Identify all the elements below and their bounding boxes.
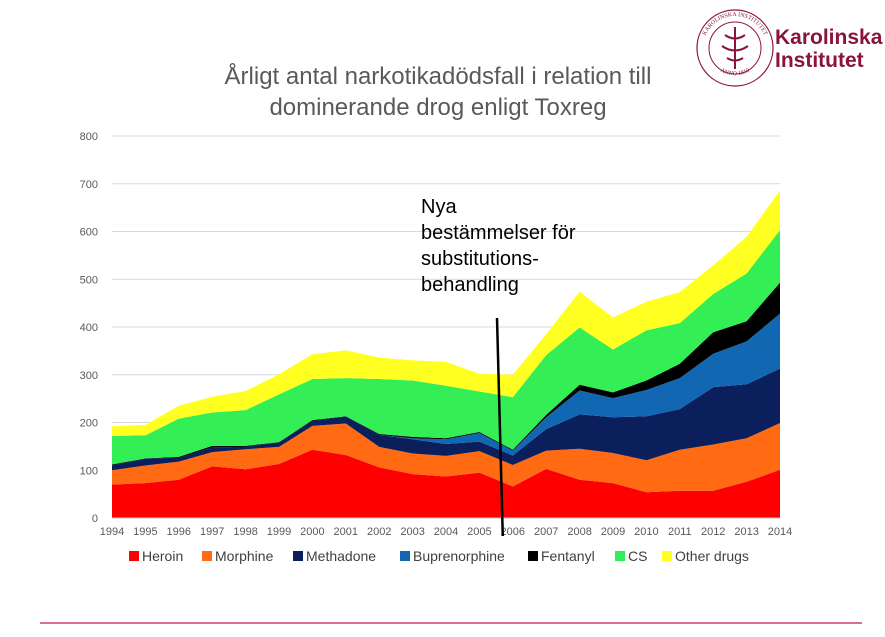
x-tick-label: 2012 [701,526,725,538]
x-tick-label: 2013 [734,526,758,538]
x-tick-label: 1999 [267,526,291,538]
legend-label: Buprenorphine [413,548,505,564]
area-series-morphine [112,422,780,493]
y-tick-label: 700 [80,179,98,191]
annotation: Nya bestämmelser för substitutions-behandl… [421,196,576,537]
x-tick-label: 2008 [567,526,591,538]
logo-seal-inner [708,21,762,75]
x-tick-label: 2006 [501,526,525,538]
x-tick-label: 1995 [133,526,157,538]
x-tick-label: 2010 [634,526,658,538]
y-tick-label: 500 [80,274,98,286]
y-tick-label: 0 [92,513,98,525]
x-tick-label: 2014 [768,526,792,538]
area-series-other-drugs [112,190,780,436]
legend-swatch [662,551,672,561]
logo-line-1: Karolinska [775,26,883,49]
x-axis-ticks: 1994 1995 1996 1997 1998 1999 2000 2001 2002 2003… [100,517,792,538]
legend-label: CS [628,548,647,564]
logo-seal-emblem [721,27,749,69]
chart-title-line-1: Årligt antal narkotikadödsfall i relatio… [225,62,652,90]
x-tick-label: 1994 [100,526,124,538]
logo-line-2: Institutet [775,49,864,72]
x-tick-label: 2005 [467,526,491,538]
x-tick-label: 2002 [367,526,391,538]
x-tick-label: 2001 [334,526,358,538]
logo-seal-outer [696,9,774,87]
legend-swatch [293,551,303,561]
y-tick-label: 400 [80,322,98,334]
annotation-pointer-line [495,317,505,537]
legend-label: Fentanyl [541,548,595,564]
y-tick-label: 100 [80,465,98,477]
x-tick-label: 1998 [233,526,257,538]
annotation-text-line: substitutions- [421,248,539,270]
karolinska-logo: KAROLINSKA INSTITUTET ANNO 1810 Karolins… [696,9,883,87]
area-series-methadone [112,368,780,471]
logo-seal-text-bottom: ANNO 1810 [719,68,750,78]
annotation-text-line: Nya [421,196,457,218]
legend-label: Methadone [306,548,376,564]
y-tick-label: 800 [80,131,98,143]
x-tick-label: 2003 [400,526,424,538]
legend-swatch [615,551,625,561]
x-tick-label: 2007 [534,526,558,538]
x-tick-label: 2000 [300,526,324,538]
legend-label: Heroin [142,548,183,564]
x-tick-label: 2009 [601,526,625,538]
chart-title-line-2: dominerande drog enligt Toxreg [269,94,606,121]
legend-label: Morphine [215,548,274,564]
x-tick-label: 1997 [200,526,224,538]
x-tick-label: 1996 [167,526,191,538]
legend-label: Other drugs [675,548,749,564]
x-tick-label: 2004 [434,526,458,538]
legend-swatch [400,551,410,561]
area-series-cs [112,230,780,465]
stacked-areas [112,190,780,518]
legend: Heroin Morphine Methadone Buprenorphine Fent… [129,548,749,564]
y-axis-ticks: 0 100 200 300 400 500 600 700 800 [80,131,98,525]
y-tick-label: 600 [80,227,98,239]
y-tick-label: 300 [80,370,98,382]
annotation-text-line: bestämmelser för [421,222,576,244]
legend-swatch [202,551,212,561]
legend-swatch [528,551,538,561]
x-tick-label: 2011 [668,526,692,538]
legend-swatch [129,551,139,561]
annotation-text-line: behandling [421,274,519,296]
y-tick-label: 200 [80,418,98,430]
area-series-heroin [112,449,780,518]
